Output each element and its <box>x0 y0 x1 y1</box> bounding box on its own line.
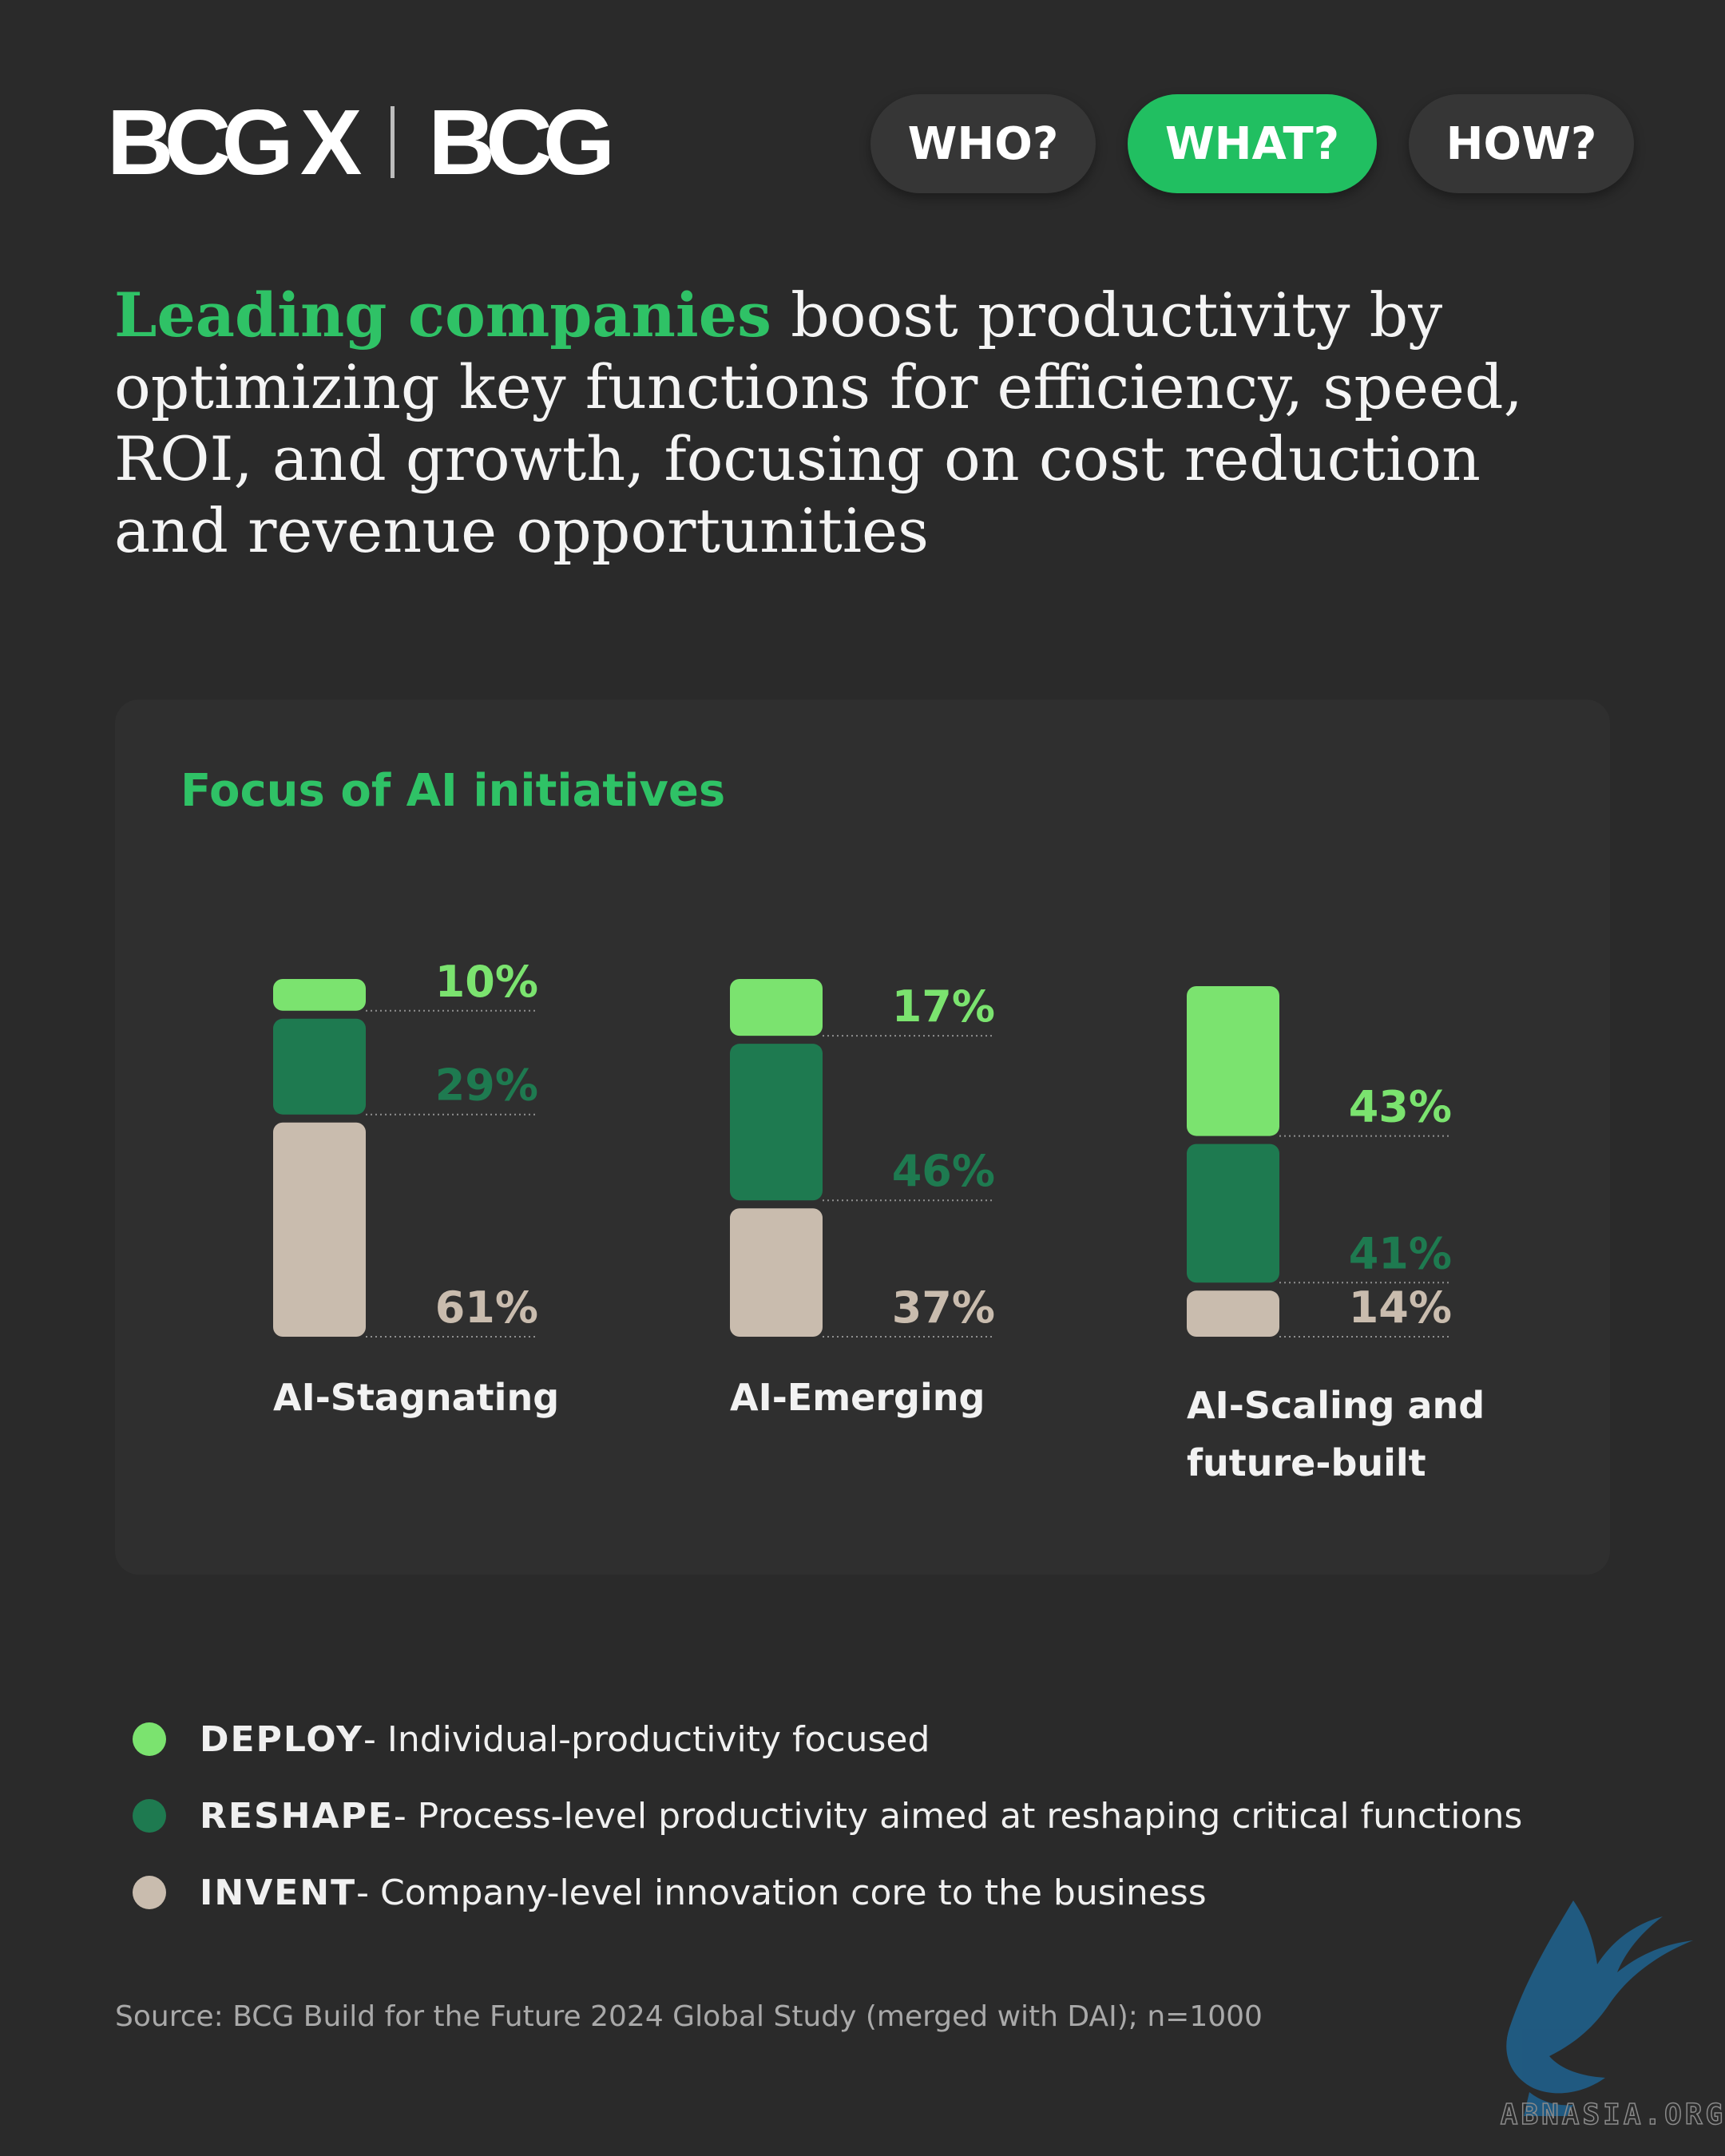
bar-segment-reshape <box>730 1044 823 1201</box>
value-label: 46% <box>892 1146 995 1196</box>
value-label: 17% <box>892 981 995 1032</box>
value-label: 14% <box>1349 1282 1452 1333</box>
nav-who-button[interactable]: WHO? <box>870 94 1096 193</box>
value-label: 29% <box>435 1060 538 1111</box>
logo-bar: BCG X BCG <box>107 96 615 188</box>
section-nav: WHO? WHAT? HOW? <box>870 94 1634 193</box>
legend-key: RESHAPE <box>200 1795 394 1837</box>
nav-how-button[interactable]: HOW? <box>1409 94 1634 193</box>
value-label: 41% <box>1349 1228 1452 1278</box>
legend: DEPLOY - Individual-productivity focused… <box>133 1701 1522 1931</box>
legend-dot-deploy <box>133 1722 166 1756</box>
bar-segment-invent <box>730 1208 823 1337</box>
legend-item-reshape: RESHAPE - Process-level productivity aim… <box>133 1778 1522 1854</box>
legend-desc: - Company-level innovation core to the b… <box>356 1872 1207 1913</box>
value-label: 43% <box>1349 1082 1452 1132</box>
watermark-text: ABNASIA.ORG <box>1501 2099 1725 2131</box>
bar-segment-deploy <box>1187 985 1279 1136</box>
bar-segment-deploy <box>730 979 823 1036</box>
bar-segment-invent <box>273 1122 366 1337</box>
legend-desc: - Process-level productivity aimed at re… <box>393 1795 1523 1837</box>
legend-desc: - Individual-productivity focused <box>363 1718 930 1760</box>
headline-rest: boost productivity by optimizing key fun… <box>114 279 1523 566</box>
legend-dot-reshape <box>133 1799 166 1833</box>
bar-segment-reshape <box>1187 1143 1279 1283</box>
legend-key: DEPLOY <box>200 1718 363 1760</box>
logo-divider <box>391 106 395 178</box>
category-label: AI-Emerging <box>730 1376 985 1419</box>
category-label: future-built <box>1187 1441 1426 1484</box>
source-note: Source: BCG Build for the Future 2024 Gl… <box>115 2000 1263 2033</box>
legend-dot-invent <box>133 1876 166 1909</box>
headline-highlight: Leading companies <box>114 279 771 351</box>
category-label: AI-Stagnating <box>273 1376 559 1419</box>
bar-segment-invent <box>1187 1290 1279 1337</box>
value-label: 10% <box>435 957 538 1007</box>
category-label: AI-Scaling and <box>1187 1384 1485 1427</box>
chart-title: Focus of AI initiatives <box>180 765 726 817</box>
bcgx-logo: BCG X <box>107 90 362 194</box>
bar-segment-deploy <box>273 979 366 1011</box>
bar-segment-reshape <box>273 1018 366 1115</box>
headline: Leading companies boost productivity by … <box>114 279 1552 567</box>
legend-item-invent: INVENT - Company-level innovation core t… <box>133 1854 1522 1931</box>
griffin-icon <box>1506 1900 1693 2116</box>
watermark: ABNASIA.ORG <box>1500 1900 1725 2132</box>
legend-item-deploy: DEPLOY - Individual-productivity focused <box>133 1701 1522 1778</box>
nav-what-button[interactable]: WHAT? <box>1128 94 1377 193</box>
value-label: 37% <box>892 1282 995 1333</box>
legend-key: INVENT <box>200 1872 357 1913</box>
bcg-logo: BCG <box>428 90 615 194</box>
value-label: 61% <box>435 1282 538 1333</box>
